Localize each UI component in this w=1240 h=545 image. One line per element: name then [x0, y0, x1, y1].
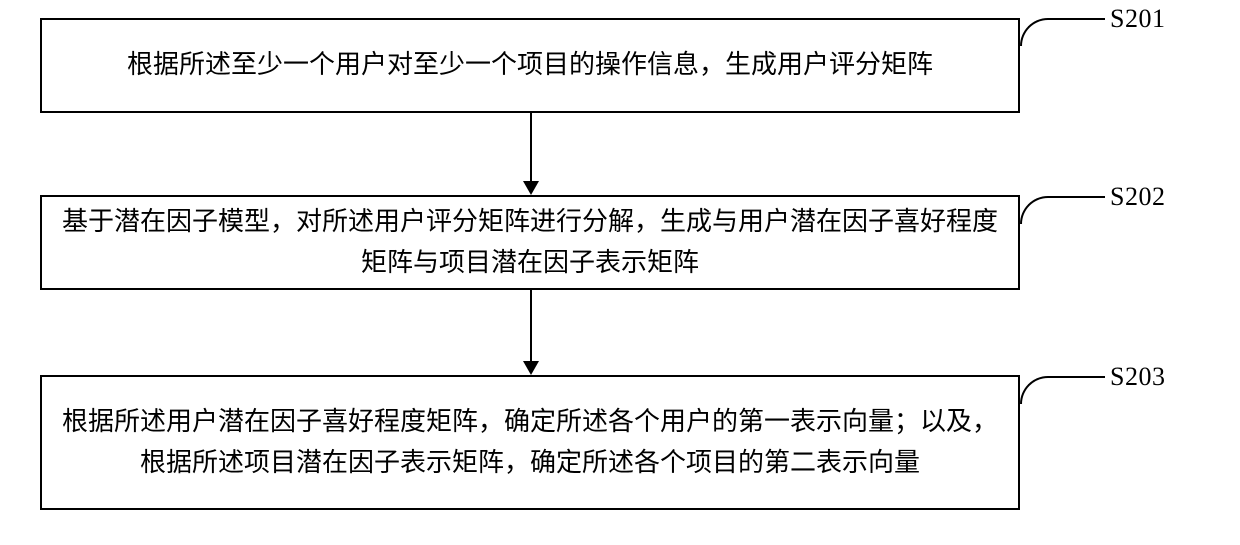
step-box-s203: 根据所述用户潜在因子喜好程度矩阵，确定所述各个用户的第一表示向量；以及，根据所述… — [40, 375, 1020, 510]
arrow-shaft — [530, 290, 532, 361]
step-text: 基于潜在因子模型，对所述用户评分矩阵进行分解，生成与用户潜在因子喜好程度矩阵与项… — [62, 202, 998, 283]
leader-s203 — [1020, 376, 1105, 404]
step-label-s201: S201 — [1110, 4, 1165, 34]
step-label-s202: S202 — [1110, 182, 1165, 212]
arrow-shaft — [530, 113, 532, 181]
step-box-s201: 根据所述至少一个用户对至少一个项目的操作信息，生成用户评分矩阵 — [40, 18, 1020, 113]
step-box-s202: 基于潜在因子模型，对所述用户评分矩阵进行分解，生成与用户潜在因子喜好程度矩阵与项… — [40, 195, 1020, 290]
step-text: 根据所述用户潜在因子喜好程度矩阵，确定所述各个用户的第一表示向量；以及，根据所述… — [62, 402, 998, 483]
arrow-head-icon — [523, 361, 539, 375]
step-text: 根据所述至少一个用户对至少一个项目的操作信息，生成用户评分矩阵 — [127, 45, 933, 85]
leader-s201 — [1020, 18, 1105, 46]
arrow-s202-s203 — [530, 290, 532, 375]
flowchart-canvas: 根据所述至少一个用户对至少一个项目的操作信息，生成用户评分矩阵 S201 基于潜… — [0, 0, 1240, 545]
step-label-s203: S203 — [1110, 362, 1165, 392]
arrow-s201-s202 — [530, 113, 532, 195]
arrow-head-icon — [523, 181, 539, 195]
leader-s202 — [1020, 196, 1105, 224]
